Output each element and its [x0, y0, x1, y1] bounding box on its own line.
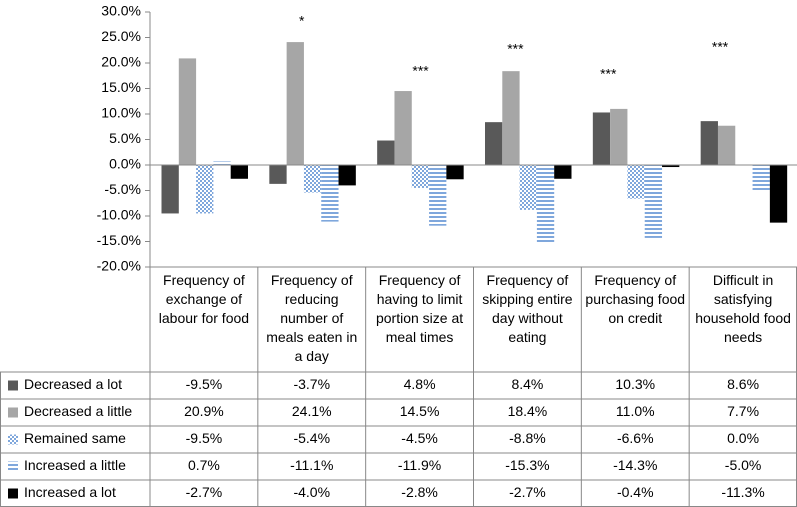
y-tick-label: 30.0% — [101, 3, 141, 19]
value-label: 8.4% — [511, 376, 543, 392]
bar — [269, 165, 287, 184]
value-label: -9.5% — [186, 430, 223, 446]
bar — [485, 122, 503, 165]
y-tick-label: -5.0% — [104, 181, 141, 197]
legend-key — [8, 488, 18, 499]
bar — [700, 121, 718, 165]
annotation: *** — [412, 63, 429, 79]
value-label: -5.4% — [293, 430, 330, 446]
category-cell: Difficult in satisfying household food n… — [695, 272, 791, 345]
value-label: 11.0% — [616, 403, 655, 419]
bar — [610, 108, 628, 165]
value-label: 0.0% — [727, 430, 759, 446]
value-label: -3.7% — [293, 376, 330, 392]
bar — [411, 165, 430, 188]
y-tick-label: 25.0% — [101, 28, 141, 44]
bar — [377, 140, 395, 165]
value-label: -0.4% — [617, 484, 654, 500]
bar — [338, 165, 356, 186]
value-label: 7.7% — [727, 403, 759, 419]
legend-label: Remained same — [24, 430, 126, 446]
value-label: 20.9% — [184, 403, 224, 419]
bar — [213, 161, 231, 165]
bar — [429, 165, 447, 226]
value-label: -2.8% — [401, 484, 438, 500]
bar — [769, 165, 788, 223]
y-tick-label: 10.0% — [101, 105, 141, 121]
category-cell: Frequency of exchange of labour for food — [158, 272, 250, 326]
y-tick-label: -20.0% — [97, 258, 141, 274]
annotation: * — [299, 13, 305, 29]
value-label: -11.9% — [398, 457, 441, 473]
value-label: -2.7% — [509, 484, 546, 500]
bar — [321, 165, 339, 222]
category-label: Frequency of skipping entire day without… — [482, 272, 573, 345]
category-cell: Frequency of having to limit portion siz… — [375, 272, 464, 345]
bar — [178, 58, 197, 165]
value-label: 24.1% — [292, 403, 332, 419]
value-label: -6.6% — [617, 430, 654, 446]
legend-key — [8, 380, 18, 391]
category-cell: Frequency of reducing number of meals ea… — [266, 272, 358, 364]
category-label: Difficult in satisfying household food n… — [695, 272, 791, 345]
value-label: -4.0% — [293, 484, 330, 500]
value-label: -14.3% — [613, 457, 657, 473]
legend-key — [8, 434, 18, 445]
bar — [554, 165, 572, 179]
value-label: 10.3% — [615, 376, 655, 392]
bar — [592, 112, 611, 165]
value-label: 18.4% — [508, 403, 548, 419]
y-tick-label: -15.0% — [97, 232, 141, 248]
legend-label: Increased a little — [24, 457, 126, 473]
y-tick-label: -10.0% — [97, 207, 141, 223]
value-label: -11.1% — [290, 457, 333, 473]
annotation: *** — [600, 66, 617, 82]
value-label: 0.7% — [188, 457, 220, 473]
bar — [230, 165, 248, 179]
y-tick-label: 0.0% — [109, 156, 141, 172]
bar — [196, 165, 214, 214]
y-tick-label: 20.0% — [101, 54, 141, 70]
value-label: -11.3% — [721, 484, 764, 500]
bar — [303, 165, 322, 193]
legend-key — [8, 461, 18, 472]
bar — [662, 165, 680, 168]
category-cell: Frequency of purchasing food on credit — [585, 272, 686, 326]
bar — [286, 42, 304, 166]
bar — [394, 91, 412, 165]
bar — [536, 165, 555, 244]
value-label: -9.5% — [186, 376, 223, 392]
bar — [717, 125, 736, 165]
legend-label: Increased a lot — [24, 484, 116, 500]
y-tick-label: 15.0% — [101, 79, 141, 95]
value-label: 8.6% — [727, 376, 759, 392]
category-label: Frequency of purchasing food on credit — [585, 272, 686, 326]
value-label: -4.5% — [401, 430, 438, 446]
value-label: -5.0% — [725, 457, 762, 473]
category-label: Frequency of exchange of labour for food — [158, 272, 250, 326]
annotation: *** — [712, 39, 729, 55]
y-tick-label: 5.0% — [109, 130, 141, 146]
bar — [161, 165, 179, 214]
value-label: 14.5% — [400, 403, 440, 419]
value-label: 4.8% — [404, 376, 436, 392]
category-label: Frequency of reducing number of meals ea… — [266, 272, 358, 364]
legend-label: Decreased a little — [24, 403, 132, 419]
legend-key — [8, 407, 18, 418]
value-label: -2.7% — [186, 484, 223, 500]
bar — [502, 71, 520, 165]
bar — [752, 165, 770, 191]
value-label: -8.8% — [509, 430, 546, 446]
bar — [627, 165, 645, 199]
legend-label: Decreased a lot — [24, 376, 122, 392]
bar — [519, 165, 537, 210]
bar — [446, 165, 464, 180]
category-label: Frequency of having to limit portion siz… — [375, 272, 464, 345]
value-label: -15.3% — [505, 457, 549, 473]
bar — [644, 165, 663, 238]
category-cell: Frequency of skipping entire day without… — [482, 272, 573, 345]
annotation: *** — [507, 41, 524, 57]
